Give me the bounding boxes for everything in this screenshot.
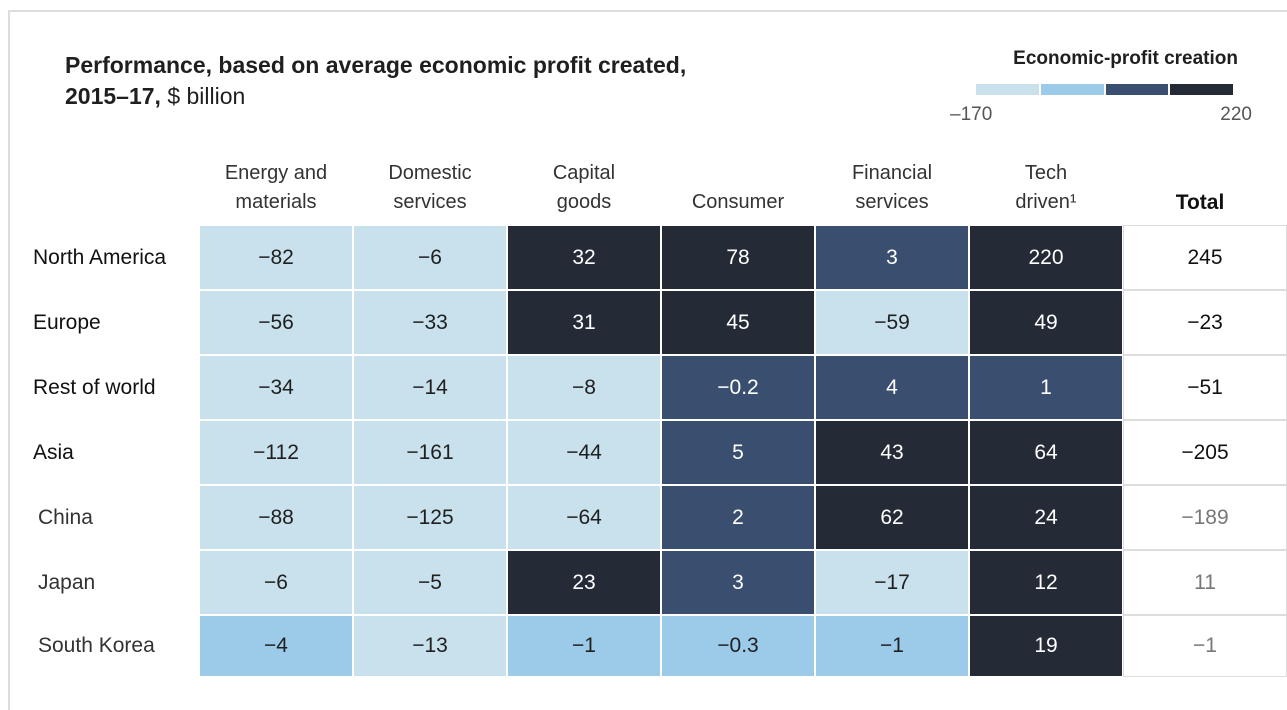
header-line: Tech <box>969 159 1123 188</box>
legend-swatch <box>1170 84 1233 95</box>
total-cell: −1 <box>1123 615 1287 677</box>
heat-cell: 3 <box>815 225 969 290</box>
row-label: Asia <box>33 420 74 485</box>
title-line2: 2015–17, $ billion <box>65 81 686 112</box>
legend-swatch <box>1106 84 1169 95</box>
heat-cell: −59 <box>815 290 969 355</box>
heat-cell: −88 <box>199 485 353 550</box>
row-label: Europe <box>33 290 101 355</box>
legend-swatch <box>976 84 1039 95</box>
heat-cell: −56 <box>199 290 353 355</box>
heat-cell: −14 <box>353 355 507 420</box>
heat-cell: −125 <box>353 485 507 550</box>
heat-cell: −82 <box>199 225 353 290</box>
header-line: Total <box>1123 188 1277 217</box>
title-years: 2015–17, <box>65 83 161 109</box>
heat-cell: −13 <box>353 615 507 677</box>
column-header: Total <box>1123 188 1277 217</box>
heat-cell: 3 <box>661 550 815 615</box>
total-cell: −51 <box>1123 355 1287 420</box>
legend-max: 220 <box>1150 104 1252 126</box>
heat-cell: −5 <box>353 550 507 615</box>
total-cell: −23 <box>1123 290 1287 355</box>
heat-cell: 45 <box>661 290 815 355</box>
heat-cell: 49 <box>969 290 1123 355</box>
heat-cell: 31 <box>507 290 661 355</box>
column-header: Consumer <box>661 188 815 217</box>
total-cell: −205 <box>1123 420 1287 485</box>
heat-cell: 78 <box>661 225 815 290</box>
heat-cell: 4 <box>815 355 969 420</box>
heat-cell: 24 <box>969 485 1123 550</box>
heat-cell: 32 <box>507 225 661 290</box>
title-block: Performance, based on average economic p… <box>65 50 686 112</box>
heat-cell: −1 <box>815 615 969 677</box>
heat-cell: −161 <box>353 420 507 485</box>
total-cell: 245 <box>1123 225 1287 290</box>
row-label: Rest of world <box>33 355 156 420</box>
heat-cell: −17 <box>815 550 969 615</box>
header-line: goods <box>507 188 661 217</box>
header-line: services <box>815 188 969 217</box>
heat-cell: −4 <box>199 615 353 677</box>
legend-min: –170 <box>950 104 992 126</box>
heat-cell: −64 <box>507 485 661 550</box>
header-line: Consumer <box>661 188 815 217</box>
title: Performance, based on average economic p… <box>65 50 686 81</box>
heat-cell: −34 <box>199 355 353 420</box>
heat-cell: −1 <box>507 615 661 677</box>
total-cell: −189 <box>1123 485 1287 550</box>
row-label: Japan <box>38 550 95 615</box>
legend-swatch <box>1041 84 1104 95</box>
row-label: North America <box>33 225 166 290</box>
header-line: Domestic <box>353 159 507 188</box>
heat-cell: 12 <box>969 550 1123 615</box>
heat-cell: −112 <box>199 420 353 485</box>
legend-bar <box>976 84 1233 95</box>
heat-cell: 1 <box>969 355 1123 420</box>
heat-cell: 62 <box>815 485 969 550</box>
row-label: South Korea <box>38 615 155 677</box>
total-cell: 11 <box>1123 550 1287 615</box>
heat-cell: 23 <box>507 550 661 615</box>
header-line: Financial <box>815 159 969 188</box>
heat-cell: 2 <box>661 485 815 550</box>
header-line: driven¹ <box>969 188 1123 217</box>
heat-cell: −8 <box>507 355 661 420</box>
heat-cell: −0.2 <box>661 355 815 420</box>
heat-cell: −44 <box>507 420 661 485</box>
row-label: China <box>38 485 93 550</box>
heat-cell: −6 <box>199 550 353 615</box>
heat-cell: 5 <box>661 420 815 485</box>
header-line: services <box>353 188 507 217</box>
title-unit: $ billion <box>167 83 245 109</box>
heat-cell: 220 <box>969 225 1123 290</box>
heat-cell: 43 <box>815 420 969 485</box>
heat-cell: −33 <box>353 290 507 355</box>
header-line: Capital <box>507 159 661 188</box>
heat-cell: 19 <box>969 615 1123 677</box>
header-line: materials <box>199 188 353 217</box>
heat-cell: 64 <box>969 420 1123 485</box>
legend-title: Economic-profit creation <box>960 48 1238 70</box>
header-line: Energy and <box>199 159 353 188</box>
heat-cell: −0.3 <box>661 615 815 677</box>
heat-cell: −6 <box>353 225 507 290</box>
